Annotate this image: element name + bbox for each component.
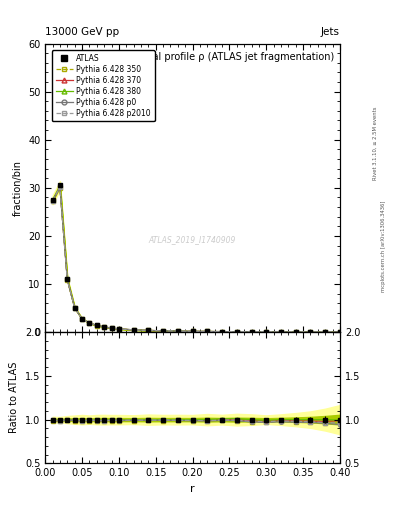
- Text: ATLAS_2019_I1740909: ATLAS_2019_I1740909: [149, 236, 236, 244]
- Text: Rivet 3.1.10, ≥ 2.5M events: Rivet 3.1.10, ≥ 2.5M events: [373, 106, 378, 180]
- Y-axis label: fraction/bin: fraction/bin: [13, 160, 22, 216]
- Legend: ATLAS, Pythia 6.428 350, Pythia 6.428 370, Pythia 6.428 380, Pythia 6.428 p0, Py: ATLAS, Pythia 6.428 350, Pythia 6.428 37…: [52, 50, 155, 121]
- Text: Radial profile ρ (ATLAS jet fragmentation): Radial profile ρ (ATLAS jet fragmentatio…: [131, 52, 334, 62]
- Text: Jets: Jets: [321, 27, 340, 37]
- Text: mcplots.cern.ch [arXiv:1306.3436]: mcplots.cern.ch [arXiv:1306.3436]: [381, 200, 386, 291]
- Y-axis label: Ratio to ATLAS: Ratio to ATLAS: [9, 362, 19, 434]
- Text: 13000 GeV pp: 13000 GeV pp: [45, 27, 119, 37]
- X-axis label: r: r: [190, 484, 195, 494]
